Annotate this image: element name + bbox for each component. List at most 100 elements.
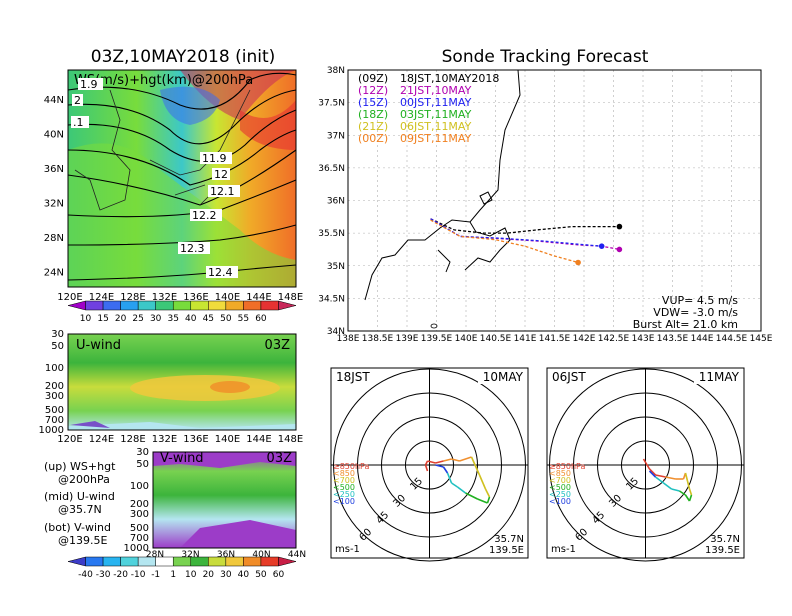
colorbar-label: 20 [115,314,127,324]
lat-tick-label: 24N [44,268,64,279]
contour-label: .1 [73,116,84,129]
contour-line [67,89,297,145]
hodo-trace [686,480,691,490]
colorbar-swatch [260,300,279,311]
hodo-trace [684,472,689,482]
colorbar-label: 60 [255,314,267,324]
note-up-2: @200hPa [58,473,110,486]
note-mid-2: @35.7N [58,503,102,516]
burst-point [616,246,623,253]
pressure-level-label: 200 [130,499,149,510]
map-lon-ticks: 120E 124E 128E 132E 136E 140E 144E 148E [57,292,303,303]
v-wind-lat-ticks: 28N 32N 36N 40N 44N [146,550,306,560]
hodo-lon: 139.5E [705,545,740,556]
layer-legend: <100 [333,497,355,506]
lon-tick-label: 139E [396,334,419,344]
lat-tick-label: 40N [44,130,64,141]
contour-label-bg [206,266,238,278]
contour-label-bg [72,94,83,106]
hodo-trace [477,498,488,504]
contour-label-bg [178,242,210,254]
pressure-level-label: 500 [45,405,64,416]
hodo-lat: 35.7N [494,534,524,545]
pressure-level-label: 30 [51,329,64,340]
hodo-trace [465,492,478,500]
legend-code: (12Z) [358,84,388,97]
u-wind-low [68,422,296,430]
lon-tick-label: 120E [57,292,82,303]
colorbar-label: 40 [185,314,197,324]
lat-tick-label: 37N [327,131,345,141]
colorbar-label: -30 [96,570,111,580]
lat-tick-label: 35N [327,262,345,272]
map-lat-ticks: 44N 40N 36N 32N 28N 24N [44,95,64,279]
ws-hgt-map: WS(m/s)+hgt(km)@200hPa 1.92.111.91212.11… [44,69,303,303]
hodo-unit: ms-1 [335,544,360,555]
lat-tick-label: 34.5N [318,294,345,304]
colorbar-swatch [85,300,104,311]
v-wind-time: 03Z [267,451,293,466]
note-mid-1: (mid) U-wind [44,490,115,503]
lat-tick-label: 44N [44,95,64,106]
pressure-level-label: 700 [45,415,64,426]
lat-tick-label: 34N [327,327,345,337]
lon-tick-label: 138E [337,334,360,344]
lat-tick-label: 36.5N [318,164,345,174]
contour-label-bg [190,209,222,221]
hodo-trace [470,456,481,476]
hodo-trace [671,488,680,492]
lat-tick-label: 44N [288,550,306,560]
legend-text: 09JST,11MAY [400,132,472,145]
lon-tick-label: 145E [750,334,773,344]
colorbar-swatch [190,556,209,567]
left-title: 03Z,10MAY2018 (init) [91,47,276,67]
note-up-1: (up) WS+hgt [44,460,116,473]
pressure-level-label: 1000 [124,543,149,554]
pressure-level-label: 50 [51,341,64,352]
lat-tick-label: 36N [217,550,235,560]
hodo-trace [648,468,657,476]
contour-label-bg [78,78,103,90]
legend-text: 06JST,11MAY [400,120,472,133]
lon-tick-label: 136E [183,434,208,445]
lon-tick-label: 144E [691,334,714,344]
layer-legend: <700 [549,476,571,485]
colorbar-swatch [278,556,297,567]
lon-tick-label: 136E [183,292,208,303]
u-wind-frame [67,333,297,431]
hodo-trace [451,458,460,462]
colorbar-swatch [120,300,139,311]
lat-tick-label: 32N [181,550,199,560]
colorbar-label: 25 [132,314,143,324]
colorbar-swatch [137,556,156,567]
track-series [430,218,623,266]
hodo-trace [427,460,436,464]
colorbar-label: 40 [238,570,250,580]
pressure-level-label: 1000 [39,425,64,436]
u-wind-label: U-wind [76,338,121,353]
note-bot-1: (bot) V-wind [44,521,111,534]
lon-tick-label: 139.5E [421,334,453,344]
lon-tick-label: 138.5E [362,334,394,344]
colorbar-label: 50 [220,314,232,324]
hodo-trace [684,494,691,502]
hodo-trace [484,488,491,498]
lon-tick-label: 140E [215,434,240,445]
colorbar-label: 45 [203,314,214,324]
legend-code: (09Z) [358,72,388,85]
hodo-time-bg [333,370,375,384]
v-wind-bottom [180,520,296,548]
v-wind-label: V-wind [160,451,204,466]
legend-text: 03JST,11MAY [400,108,472,121]
lon-tick-label: 141E [514,334,537,344]
burst-point [575,259,581,266]
contour-label-bg [208,185,240,197]
contour-line [67,72,297,110]
colorbar-swatch [137,300,156,311]
u-wind-time: 03Z [265,338,291,353]
colorbar-swatch [172,556,192,567]
